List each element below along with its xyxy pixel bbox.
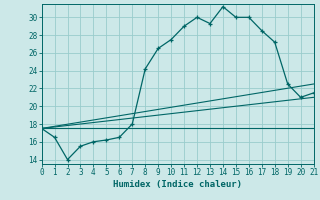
X-axis label: Humidex (Indice chaleur): Humidex (Indice chaleur) xyxy=(113,180,242,189)
